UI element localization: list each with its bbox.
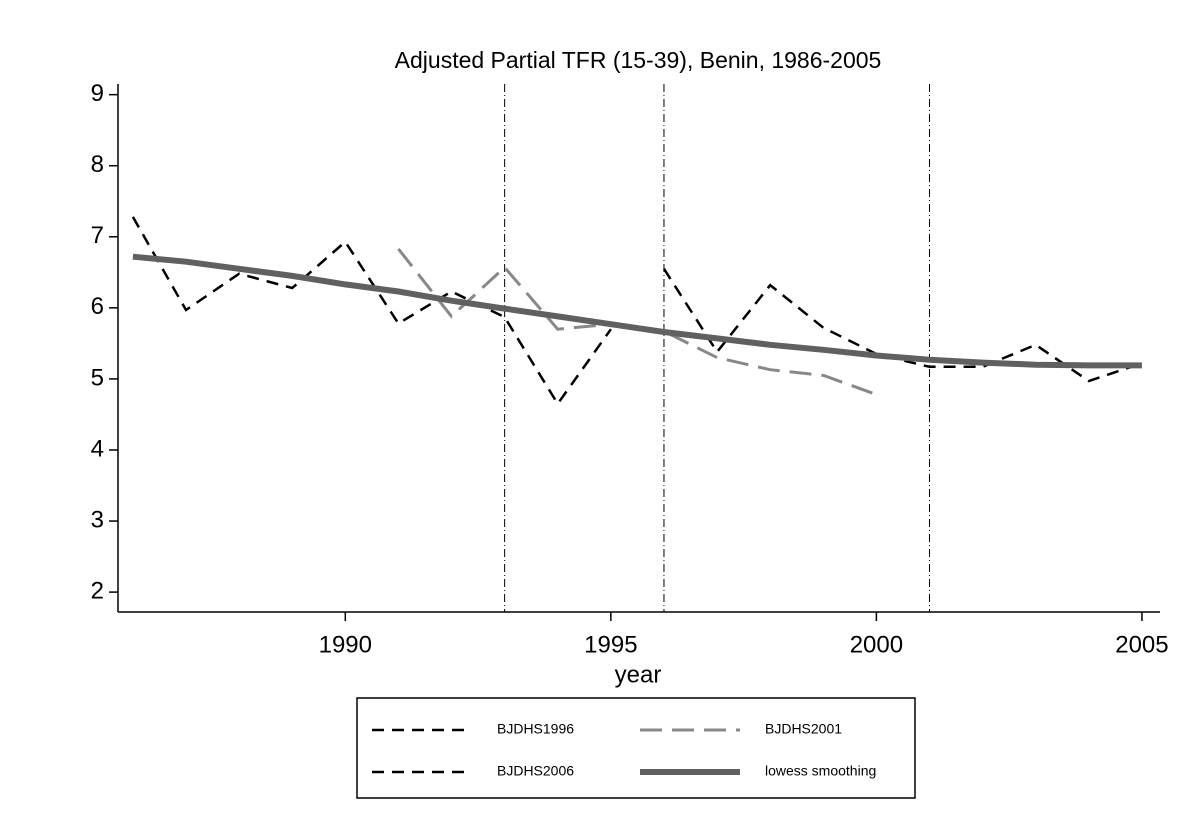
legend-label: BJDHS2006 xyxy=(497,763,574,779)
y-tick-label: 8 xyxy=(91,151,104,178)
legend-label: lowess smoothing xyxy=(765,763,876,779)
y-tick-label: 5 xyxy=(91,364,104,391)
y-tick-label: 2 xyxy=(91,577,104,604)
legend-label: BJDHS2001 xyxy=(765,721,842,737)
x-tick-label: 2005 xyxy=(1115,631,1168,658)
series-line xyxy=(132,253,1142,369)
x-tick-label: 1990 xyxy=(319,631,372,658)
x-tick-label: 1995 xyxy=(584,631,637,658)
y-tick-label: 9 xyxy=(91,80,104,107)
legend-label: BJDHS1996 xyxy=(497,721,574,737)
series-line xyxy=(131,216,612,407)
chart-title: Adjusted Partial TFR (15-39), Benin, 198… xyxy=(395,47,882,73)
x-tick-label: 2000 xyxy=(850,631,903,658)
y-tick-label: 7 xyxy=(91,222,104,249)
y-tick-label: 3 xyxy=(91,506,104,533)
x-axis-label: year xyxy=(615,661,662,688)
legend-box xyxy=(356,697,916,799)
series-line xyxy=(397,247,877,396)
y-tick-label: 4 xyxy=(91,435,104,462)
y-tick-label: 6 xyxy=(91,293,104,320)
